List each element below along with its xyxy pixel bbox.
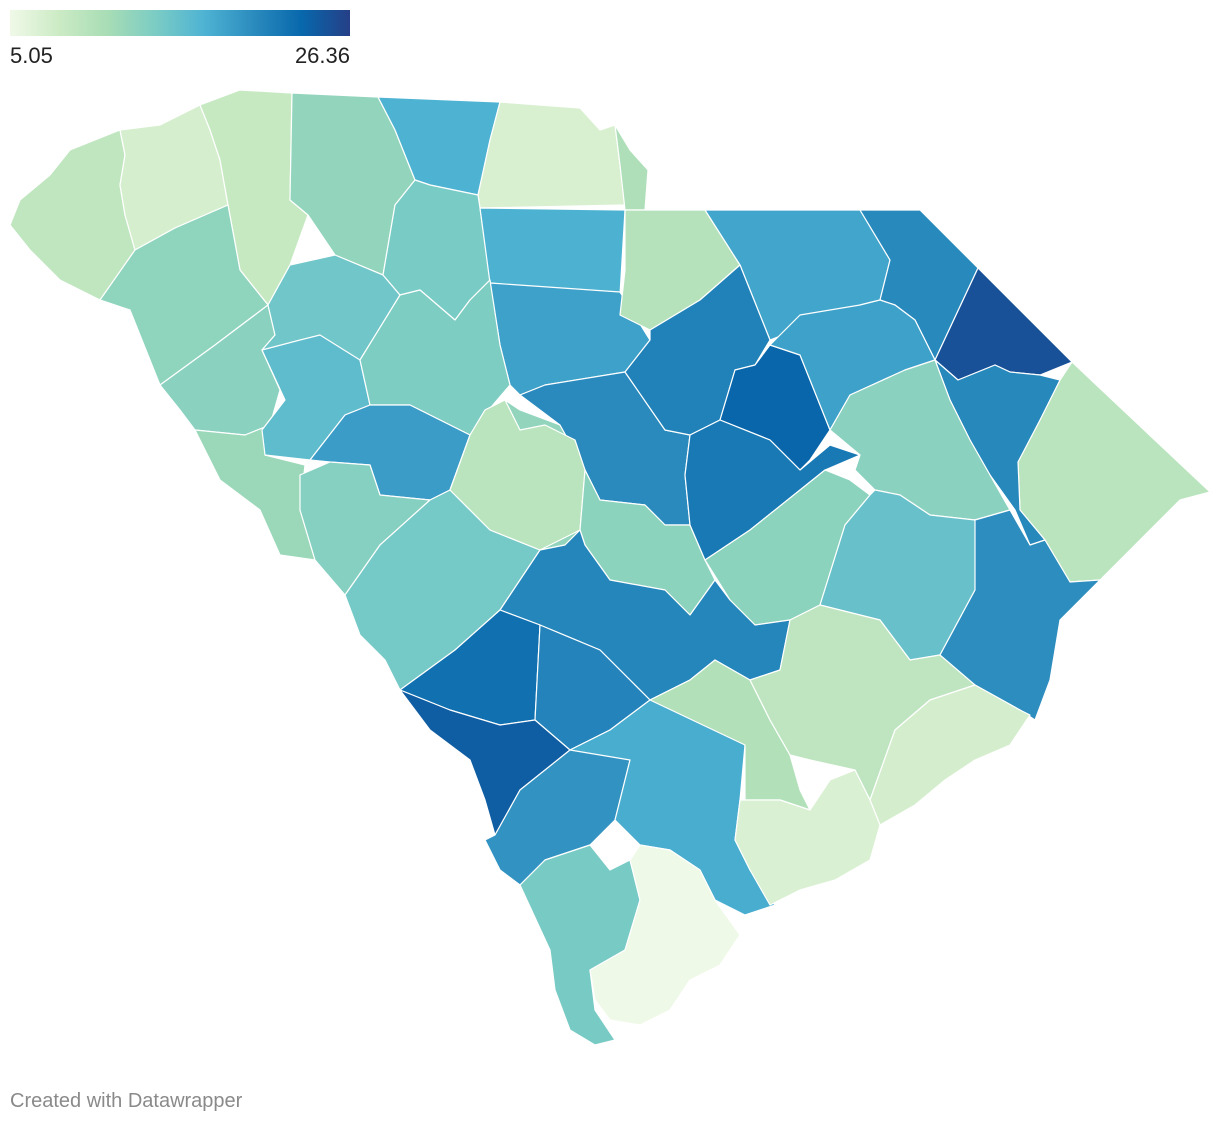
- county-sumter[interactable]: [769, 299, 936, 431]
- color-legend: 5.05 26.36: [10, 10, 350, 69]
- county-florence[interactable]: [624, 264, 771, 436]
- county-charleston-south[interactable]: [734, 769, 881, 906]
- county-hampton[interactable]: [484, 729, 631, 886]
- choropleth-map: [9, 89, 1211, 1046]
- county-dorchester[interactable]: [649, 659, 811, 811]
- county-oconee[interactable]: [9, 129, 136, 301]
- credit-footer: Created with Datawrapper: [10, 1090, 243, 1112]
- county-york[interactable]: [477, 101, 626, 209]
- legend-gradient-bar: [10, 10, 350, 36]
- legend-max-label: 26.36: [294, 43, 350, 68]
- county-chester[interactable]: [479, 207, 626, 296]
- legend-min-label: 5.05: [10, 43, 53, 68]
- county-beaufort[interactable]: [589, 844, 741, 1026]
- county-anderson[interactable]: [99, 204, 269, 386]
- county-charleston[interactable]: [869, 684, 1031, 826]
- county-lexington[interactable]: [449, 399, 586, 551]
